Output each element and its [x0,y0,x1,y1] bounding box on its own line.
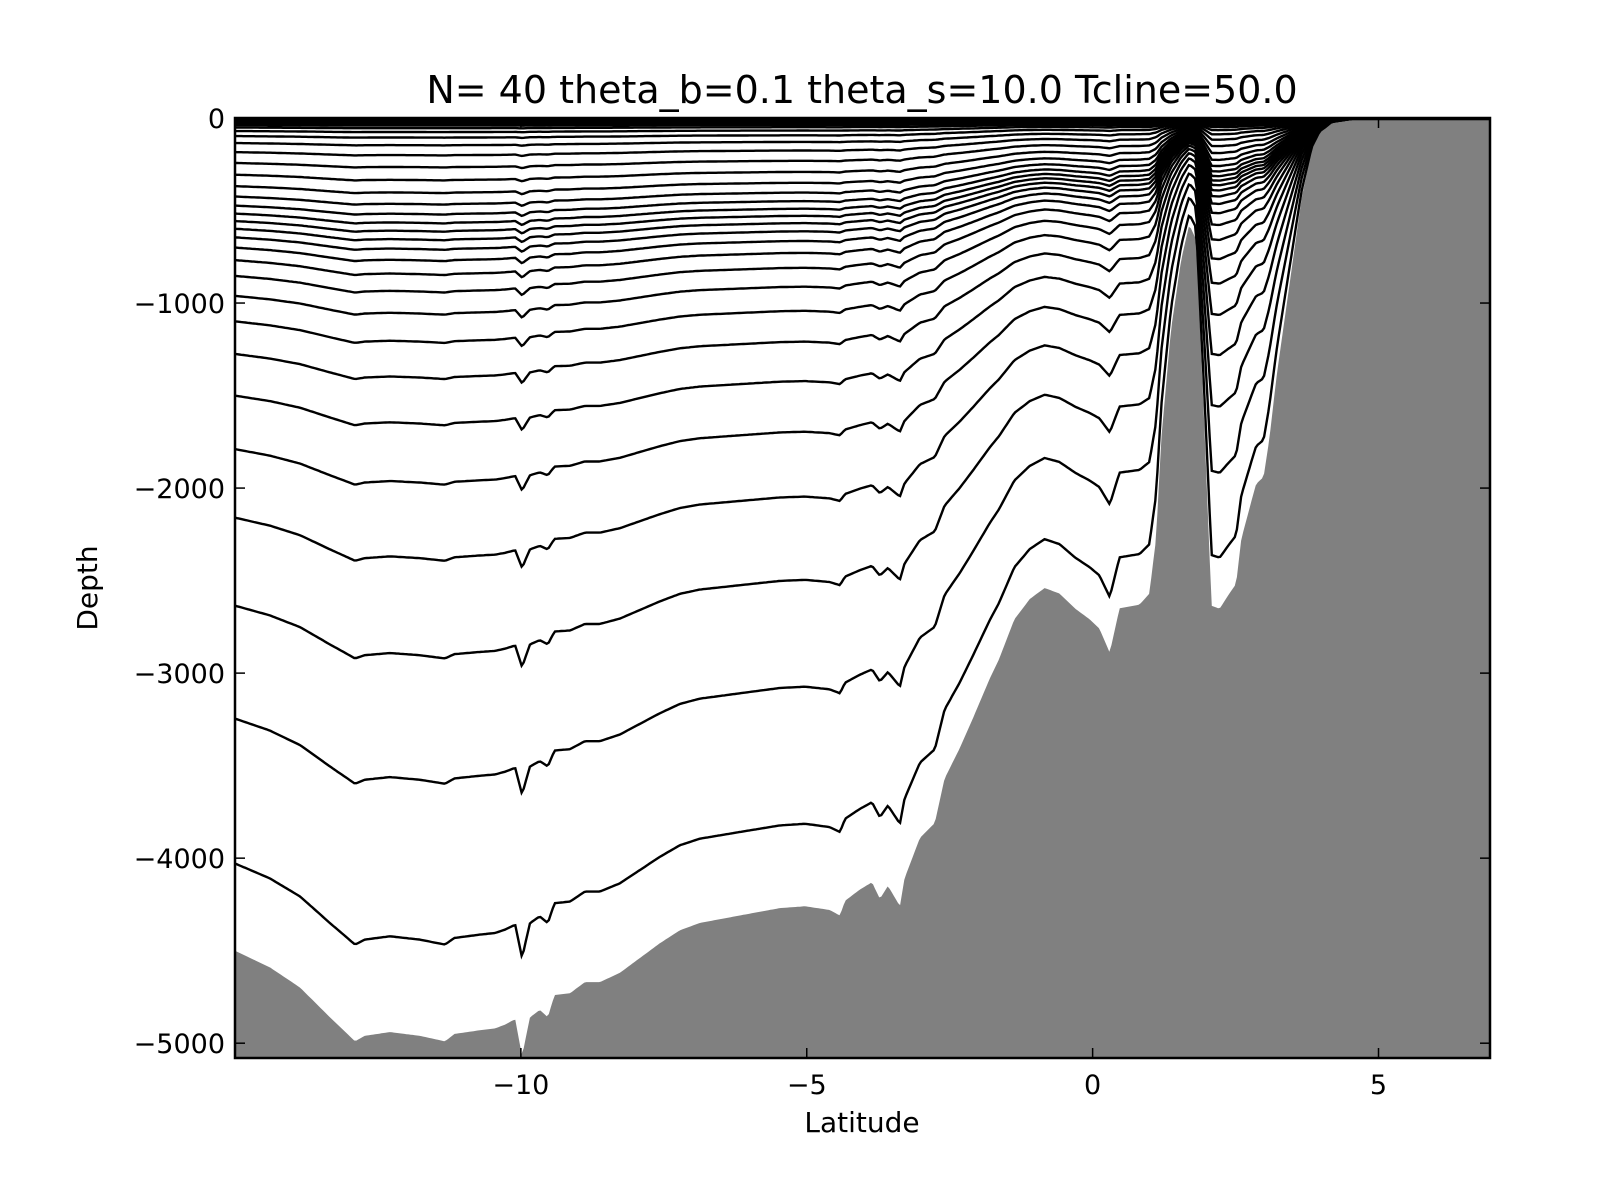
chart-title: N= 40 theta_b=0.1 theta_s=10.0 Tcline=50… [426,68,1297,112]
sigma-level-line [235,118,1490,170]
x-tick-label: −10 [492,1070,549,1101]
sigma-level-line [235,118,1490,235]
sigma-level-line [235,118,1490,253]
sigma-level-line [235,118,1490,960]
sigma-level-line [235,118,1490,158]
sigma-level-line [235,118,1490,227]
sigma-level-line [235,118,1490,207]
x-axis-label: Latitude [804,1106,919,1139]
sigma-level-line [235,118,1490,796]
sigma-level-line [235,118,1490,348]
sigma-level-line [235,118,1490,385]
plot-area [235,118,1490,1058]
sigma-level-line [235,118,1490,218]
sigma-level-line [235,118,1490,319]
x-tick-label: 0 [1084,1070,1101,1101]
y-tick-label: −5000 [134,1029,225,1060]
sigma-level-line [235,118,1490,244]
y-tick-label: −2000 [134,474,225,505]
y-axis-label: Depth [71,545,104,630]
y-tick-label: −4000 [134,844,225,875]
sigma-level-line [235,118,1490,669]
sigma-level-line [235,118,1490,569]
bathymetry-fill [235,118,1490,1058]
y-tick-label: −1000 [134,289,225,320]
sigma-level-line [235,118,1490,297]
sigma-level-line [235,118,1490,183]
x-tick-label: −5 [787,1070,827,1101]
y-tick-label: 0 [208,104,225,135]
sigma-level-line [235,118,1490,492]
sigma-level-line [235,118,1490,196]
sigma-level-line [235,118,1490,147]
sigma-level-line [235,118,1490,140]
sigma-level-line [235,118,1490,432]
x-tick-label: 5 [1370,1070,1387,1101]
plot-frame [233,116,1492,1060]
y-tick-label: −3000 [134,659,225,690]
sigma-level-line [235,118,1490,279]
sigma-level-line [235,118,1490,265]
